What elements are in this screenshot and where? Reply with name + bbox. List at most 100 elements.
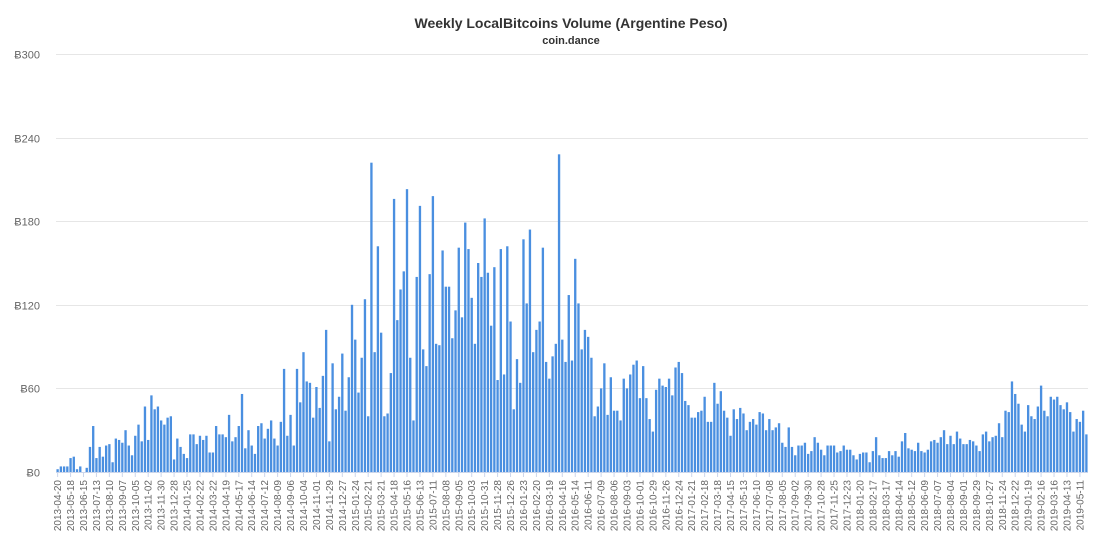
bar — [1026, 405, 1030, 472]
bar — [939, 437, 942, 472]
bar — [211, 452, 215, 472]
bar — [198, 435, 202, 472]
x-tick-label: 2018-09-01 — [959, 480, 970, 532]
bar — [101, 456, 105, 472]
bar — [75, 469, 79, 472]
bar — [929, 441, 933, 472]
bar — [949, 435, 952, 472]
bar — [247, 430, 250, 472]
bar — [839, 451, 842, 472]
bar — [658, 378, 661, 472]
bar — [984, 431, 988, 472]
bar — [295, 368, 299, 472]
bar — [907, 448, 910, 472]
bar — [512, 409, 515, 472]
bar — [334, 409, 337, 472]
bar — [205, 435, 208, 472]
bar — [486, 272, 490, 472]
bar — [257, 426, 260, 472]
bar — [871, 451, 875, 472]
bar — [587, 336, 590, 472]
bar — [473, 343, 477, 472]
bar — [422, 349, 425, 472]
bar — [1052, 399, 1056, 472]
bar — [92, 426, 95, 472]
bar — [276, 445, 279, 472]
bar — [648, 419, 651, 472]
bar — [182, 453, 185, 472]
bar — [735, 419, 739, 472]
bar — [910, 449, 913, 472]
bar — [367, 416, 370, 472]
bar — [1033, 419, 1036, 472]
x-tick-label: 2017-12-23 — [842, 480, 853, 532]
bar — [564, 361, 567, 472]
bar — [1039, 385, 1043, 472]
bar — [202, 439, 205, 472]
bar — [137, 424, 140, 472]
bar — [1062, 409, 1065, 472]
bar — [376, 246, 380, 472]
x-tick-label: 2017-06-10 — [752, 480, 763, 532]
bar — [231, 441, 234, 472]
bar — [645, 398, 648, 472]
bar — [172, 459, 176, 472]
bar — [936, 442, 939, 472]
bar — [192, 434, 195, 472]
bar — [347, 377, 350, 472]
bar — [570, 360, 574, 472]
x-tick-label: 2015-03-21 — [377, 480, 388, 532]
y-tick-label: Ƀ60 — [20, 384, 40, 396]
bar — [402, 271, 405, 472]
x-tick-label: 2015-10-31 — [480, 480, 491, 532]
bar — [221, 434, 224, 472]
x-tick-label: 2013-10-05 — [131, 480, 142, 532]
bar — [826, 445, 829, 472]
bar — [541, 247, 545, 472]
bar — [150, 395, 153, 472]
bar — [774, 427, 777, 472]
bar — [189, 434, 192, 472]
x-tick-label: 2015-05-16 — [403, 480, 414, 532]
x-tick-label: 2015-11-28 — [493, 480, 504, 531]
bar — [1081, 410, 1085, 472]
bar — [412, 420, 415, 472]
bar — [803, 442, 807, 472]
x-tick-label: 2013-12-28 — [170, 480, 181, 532]
bar — [810, 451, 813, 472]
bar — [1065, 402, 1069, 472]
bar — [787, 427, 790, 472]
bar — [952, 444, 955, 472]
bar — [62, 466, 66, 472]
x-tick-label: 2017-04-15 — [726, 480, 737, 532]
x-tick-label: 2015-10-03 — [467, 480, 478, 532]
x-tick-label: 2014-07-12 — [260, 480, 271, 532]
bar — [438, 345, 441, 472]
bar — [752, 419, 755, 472]
bar — [862, 452, 865, 472]
bar — [467, 249, 470, 472]
bar — [163, 424, 166, 472]
bar — [551, 356, 554, 472]
bar — [758, 412, 761, 472]
bar — [386, 413, 389, 472]
bar — [69, 458, 72, 472]
bar — [667, 378, 671, 472]
bar — [344, 410, 347, 472]
bar — [460, 317, 464, 472]
bar — [926, 449, 930, 472]
bar — [1036, 406, 1040, 472]
bar — [933, 439, 936, 472]
bar — [997, 423, 1001, 472]
bar — [302, 352, 305, 472]
x-tick-label: 2014-02-22 — [195, 480, 206, 532]
bar — [318, 407, 321, 472]
bar — [777, 423, 781, 472]
bar — [726, 417, 729, 472]
bar — [434, 343, 438, 472]
bar — [418, 205, 422, 472]
x-tick-label: 2013-07-13 — [92, 480, 103, 532]
bar — [596, 406, 600, 472]
bar — [768, 419, 771, 472]
